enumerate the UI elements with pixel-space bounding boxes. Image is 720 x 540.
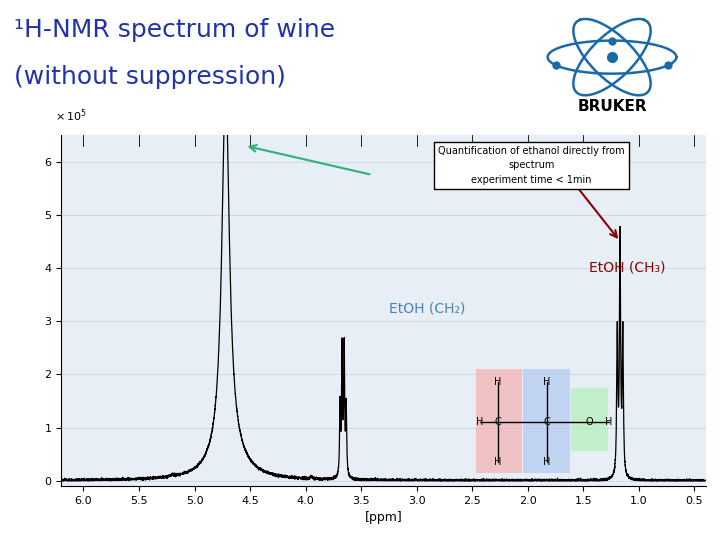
Text: Quantification of ethanol directly from
spectrum
experiment time < 1min: Quantification of ethanol directly from … — [438, 146, 625, 185]
Text: EtOH (CH₃): EtOH (CH₃) — [589, 261, 665, 275]
Text: H: H — [494, 377, 502, 387]
Text: $\times\,10^5$: $\times\,10^5$ — [55, 108, 86, 124]
Text: H: H — [494, 457, 502, 467]
Text: EtOH (CH₂): EtOH (CH₂) — [389, 302, 465, 316]
Text: O: O — [585, 417, 593, 427]
Text: (without suppression): (without suppression) — [14, 65, 287, 89]
Bar — [523, 369, 570, 472]
Text: H: H — [543, 457, 550, 467]
Text: BRUKER: BRUKER — [577, 99, 647, 114]
Text: H₂O + EtOH (-OH): H₂O + EtOH (-OH) — [433, 165, 558, 179]
Text: H: H — [543, 377, 550, 387]
Bar — [476, 369, 522, 472]
Text: ¹H-NMR spectrum of wine: ¹H-NMR spectrum of wine — [14, 18, 336, 42]
Bar — [571, 388, 608, 451]
X-axis label: [ppm]: [ppm] — [364, 511, 402, 524]
Text: H: H — [477, 417, 484, 427]
Text: H: H — [606, 417, 613, 427]
Text: C: C — [544, 417, 550, 427]
Text: C: C — [495, 417, 501, 427]
